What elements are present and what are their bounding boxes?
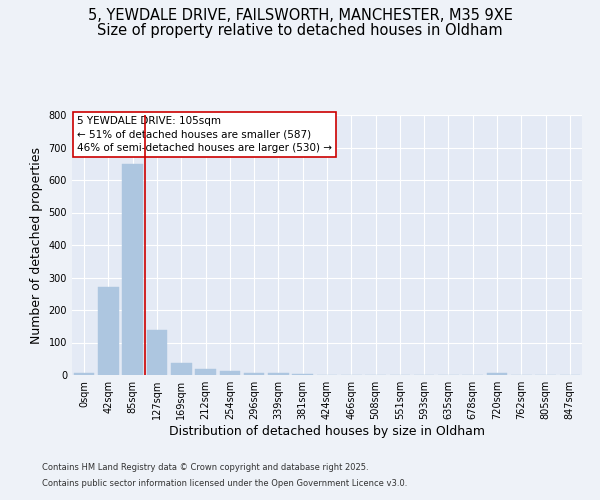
Y-axis label: Number of detached properties: Number of detached properties xyxy=(30,146,43,344)
X-axis label: Distribution of detached houses by size in Oldham: Distribution of detached houses by size … xyxy=(169,425,485,438)
Bar xyxy=(98,287,119,375)
Text: Contains HM Land Registry data © Crown copyright and database right 2025.: Contains HM Land Registry data © Crown c… xyxy=(42,464,368,472)
Text: Contains public sector information licensed under the Open Government Licence v3: Contains public sector information licen… xyxy=(42,478,407,488)
Bar xyxy=(146,330,167,375)
Bar xyxy=(171,362,191,375)
Bar xyxy=(220,372,240,375)
Bar xyxy=(74,374,94,375)
Text: Size of property relative to detached houses in Oldham: Size of property relative to detached ho… xyxy=(97,22,503,38)
Text: 5 YEWDALE DRIVE: 105sqm
← 51% of detached houses are smaller (587)
46% of semi-d: 5 YEWDALE DRIVE: 105sqm ← 51% of detache… xyxy=(77,116,332,152)
Bar xyxy=(487,374,508,375)
Text: 5, YEWDALE DRIVE, FAILSWORTH, MANCHESTER, M35 9XE: 5, YEWDALE DRIVE, FAILSWORTH, MANCHESTER… xyxy=(88,8,512,22)
Bar xyxy=(122,164,143,375)
Bar xyxy=(268,374,289,375)
Bar xyxy=(244,372,265,375)
Bar xyxy=(292,374,313,375)
Bar xyxy=(195,369,216,375)
